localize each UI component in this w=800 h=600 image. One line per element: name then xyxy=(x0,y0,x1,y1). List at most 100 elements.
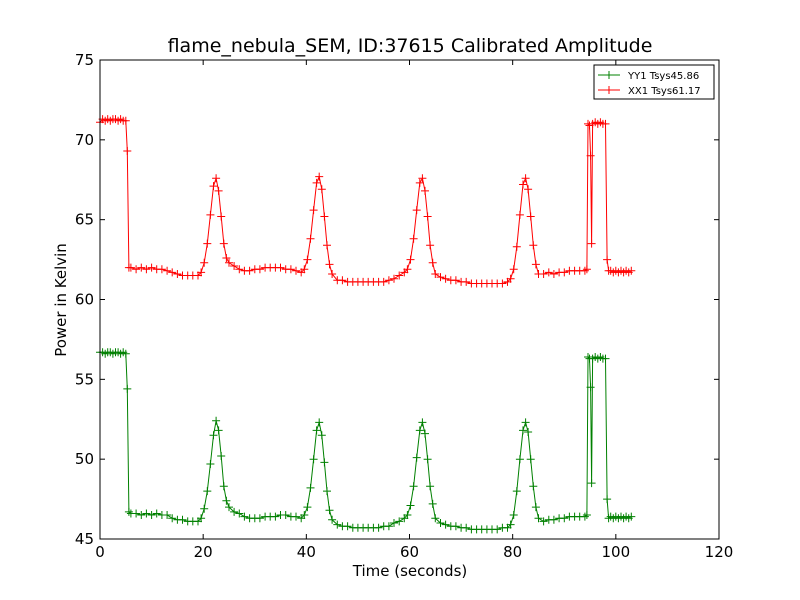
data-point xyxy=(451,276,460,285)
data-point xyxy=(152,509,161,518)
data-point xyxy=(601,354,610,363)
data-point xyxy=(315,418,324,427)
data-point xyxy=(328,515,337,524)
data-point xyxy=(390,274,398,283)
data-point xyxy=(506,520,515,529)
data-point xyxy=(524,428,533,436)
legend-label: XX1 Tsys61.17 xyxy=(628,86,701,97)
data-point xyxy=(203,239,212,248)
axis-ticks: 0 20 40 60 80 100 120 45 50 55 60 65 70 75 xyxy=(75,51,733,561)
data-point xyxy=(428,258,437,267)
legend-swatch-marker xyxy=(605,71,613,79)
legend-box xyxy=(593,64,715,100)
data-point xyxy=(137,263,146,272)
data-point xyxy=(303,503,312,512)
data-point xyxy=(309,206,318,215)
data-point xyxy=(586,151,595,160)
data-point xyxy=(225,258,233,267)
data-point xyxy=(526,212,535,221)
data-point xyxy=(320,212,329,221)
x-tick-label: 80 xyxy=(503,543,522,561)
data-point xyxy=(493,525,502,534)
data-point xyxy=(300,511,309,519)
data-point xyxy=(418,174,427,183)
data-point xyxy=(549,515,558,524)
data-point xyxy=(300,265,309,274)
data-point xyxy=(276,263,285,272)
data-point xyxy=(384,522,393,531)
data-point xyxy=(582,265,591,274)
data-point xyxy=(524,185,533,194)
data-point xyxy=(212,174,221,183)
data-point xyxy=(580,266,589,275)
data-point xyxy=(531,503,540,512)
data-point xyxy=(584,353,592,361)
data-point xyxy=(529,482,538,491)
data-point xyxy=(512,242,521,251)
x-tick-label: 120 xyxy=(705,543,734,561)
series-2 xyxy=(96,115,636,288)
data-point xyxy=(409,482,418,491)
data-point xyxy=(462,277,471,286)
data-point xyxy=(395,271,404,280)
data-point xyxy=(132,509,141,518)
data-point xyxy=(235,509,244,518)
y-tick-label: 65 xyxy=(75,211,94,229)
data-point xyxy=(431,514,440,523)
data-point xyxy=(200,504,209,513)
y-tick-label: 55 xyxy=(75,370,94,388)
data-point xyxy=(121,349,130,358)
x-tick-label: 20 xyxy=(194,543,213,561)
data-point xyxy=(312,426,321,435)
data-point xyxy=(451,522,460,531)
data-point xyxy=(317,185,326,194)
data-point xyxy=(240,512,249,521)
data-point xyxy=(333,520,342,529)
data-point xyxy=(255,265,264,274)
data-point xyxy=(292,266,300,275)
data-point xyxy=(549,270,558,278)
data-point xyxy=(217,452,226,460)
data-point xyxy=(560,268,569,277)
data-point xyxy=(534,514,543,523)
legend: YY1 Tsys45.86 XX1 Tsys61.17 xyxy=(593,64,715,100)
data-point xyxy=(203,487,212,496)
data-point xyxy=(209,431,218,440)
data-point xyxy=(560,514,569,523)
data-point xyxy=(403,265,412,274)
data-point xyxy=(123,384,132,393)
data-point xyxy=(121,116,130,125)
data-point xyxy=(338,276,347,285)
data-point xyxy=(512,487,521,496)
data-point xyxy=(219,239,228,248)
data-point xyxy=(312,178,321,187)
y-tick-label: 75 xyxy=(75,51,94,69)
data-point xyxy=(255,514,264,523)
data-point xyxy=(168,268,177,277)
y-tick-label: 45 xyxy=(75,530,94,548)
data-point xyxy=(406,255,415,264)
data-point xyxy=(519,426,527,435)
data-point xyxy=(124,507,133,516)
data-point xyxy=(441,520,450,529)
data-point xyxy=(374,523,383,532)
data-point xyxy=(506,274,515,283)
y-tick-label: 50 xyxy=(75,450,94,468)
data-point xyxy=(436,273,445,282)
data-point xyxy=(421,429,429,438)
data-point xyxy=(286,265,295,274)
data-point xyxy=(603,255,612,264)
data-point xyxy=(409,234,418,243)
legend-label: YY1 Tsys45.86 xyxy=(627,71,699,82)
data-point xyxy=(526,455,535,464)
data-point xyxy=(173,270,182,278)
data-point xyxy=(415,178,424,187)
data-point xyxy=(142,509,151,518)
data-point xyxy=(197,514,206,523)
plot-area xyxy=(96,115,636,534)
data-point xyxy=(222,496,231,505)
data-point xyxy=(586,383,595,392)
data-point xyxy=(509,511,518,519)
data-point xyxy=(123,147,132,155)
data-point xyxy=(281,511,290,519)
